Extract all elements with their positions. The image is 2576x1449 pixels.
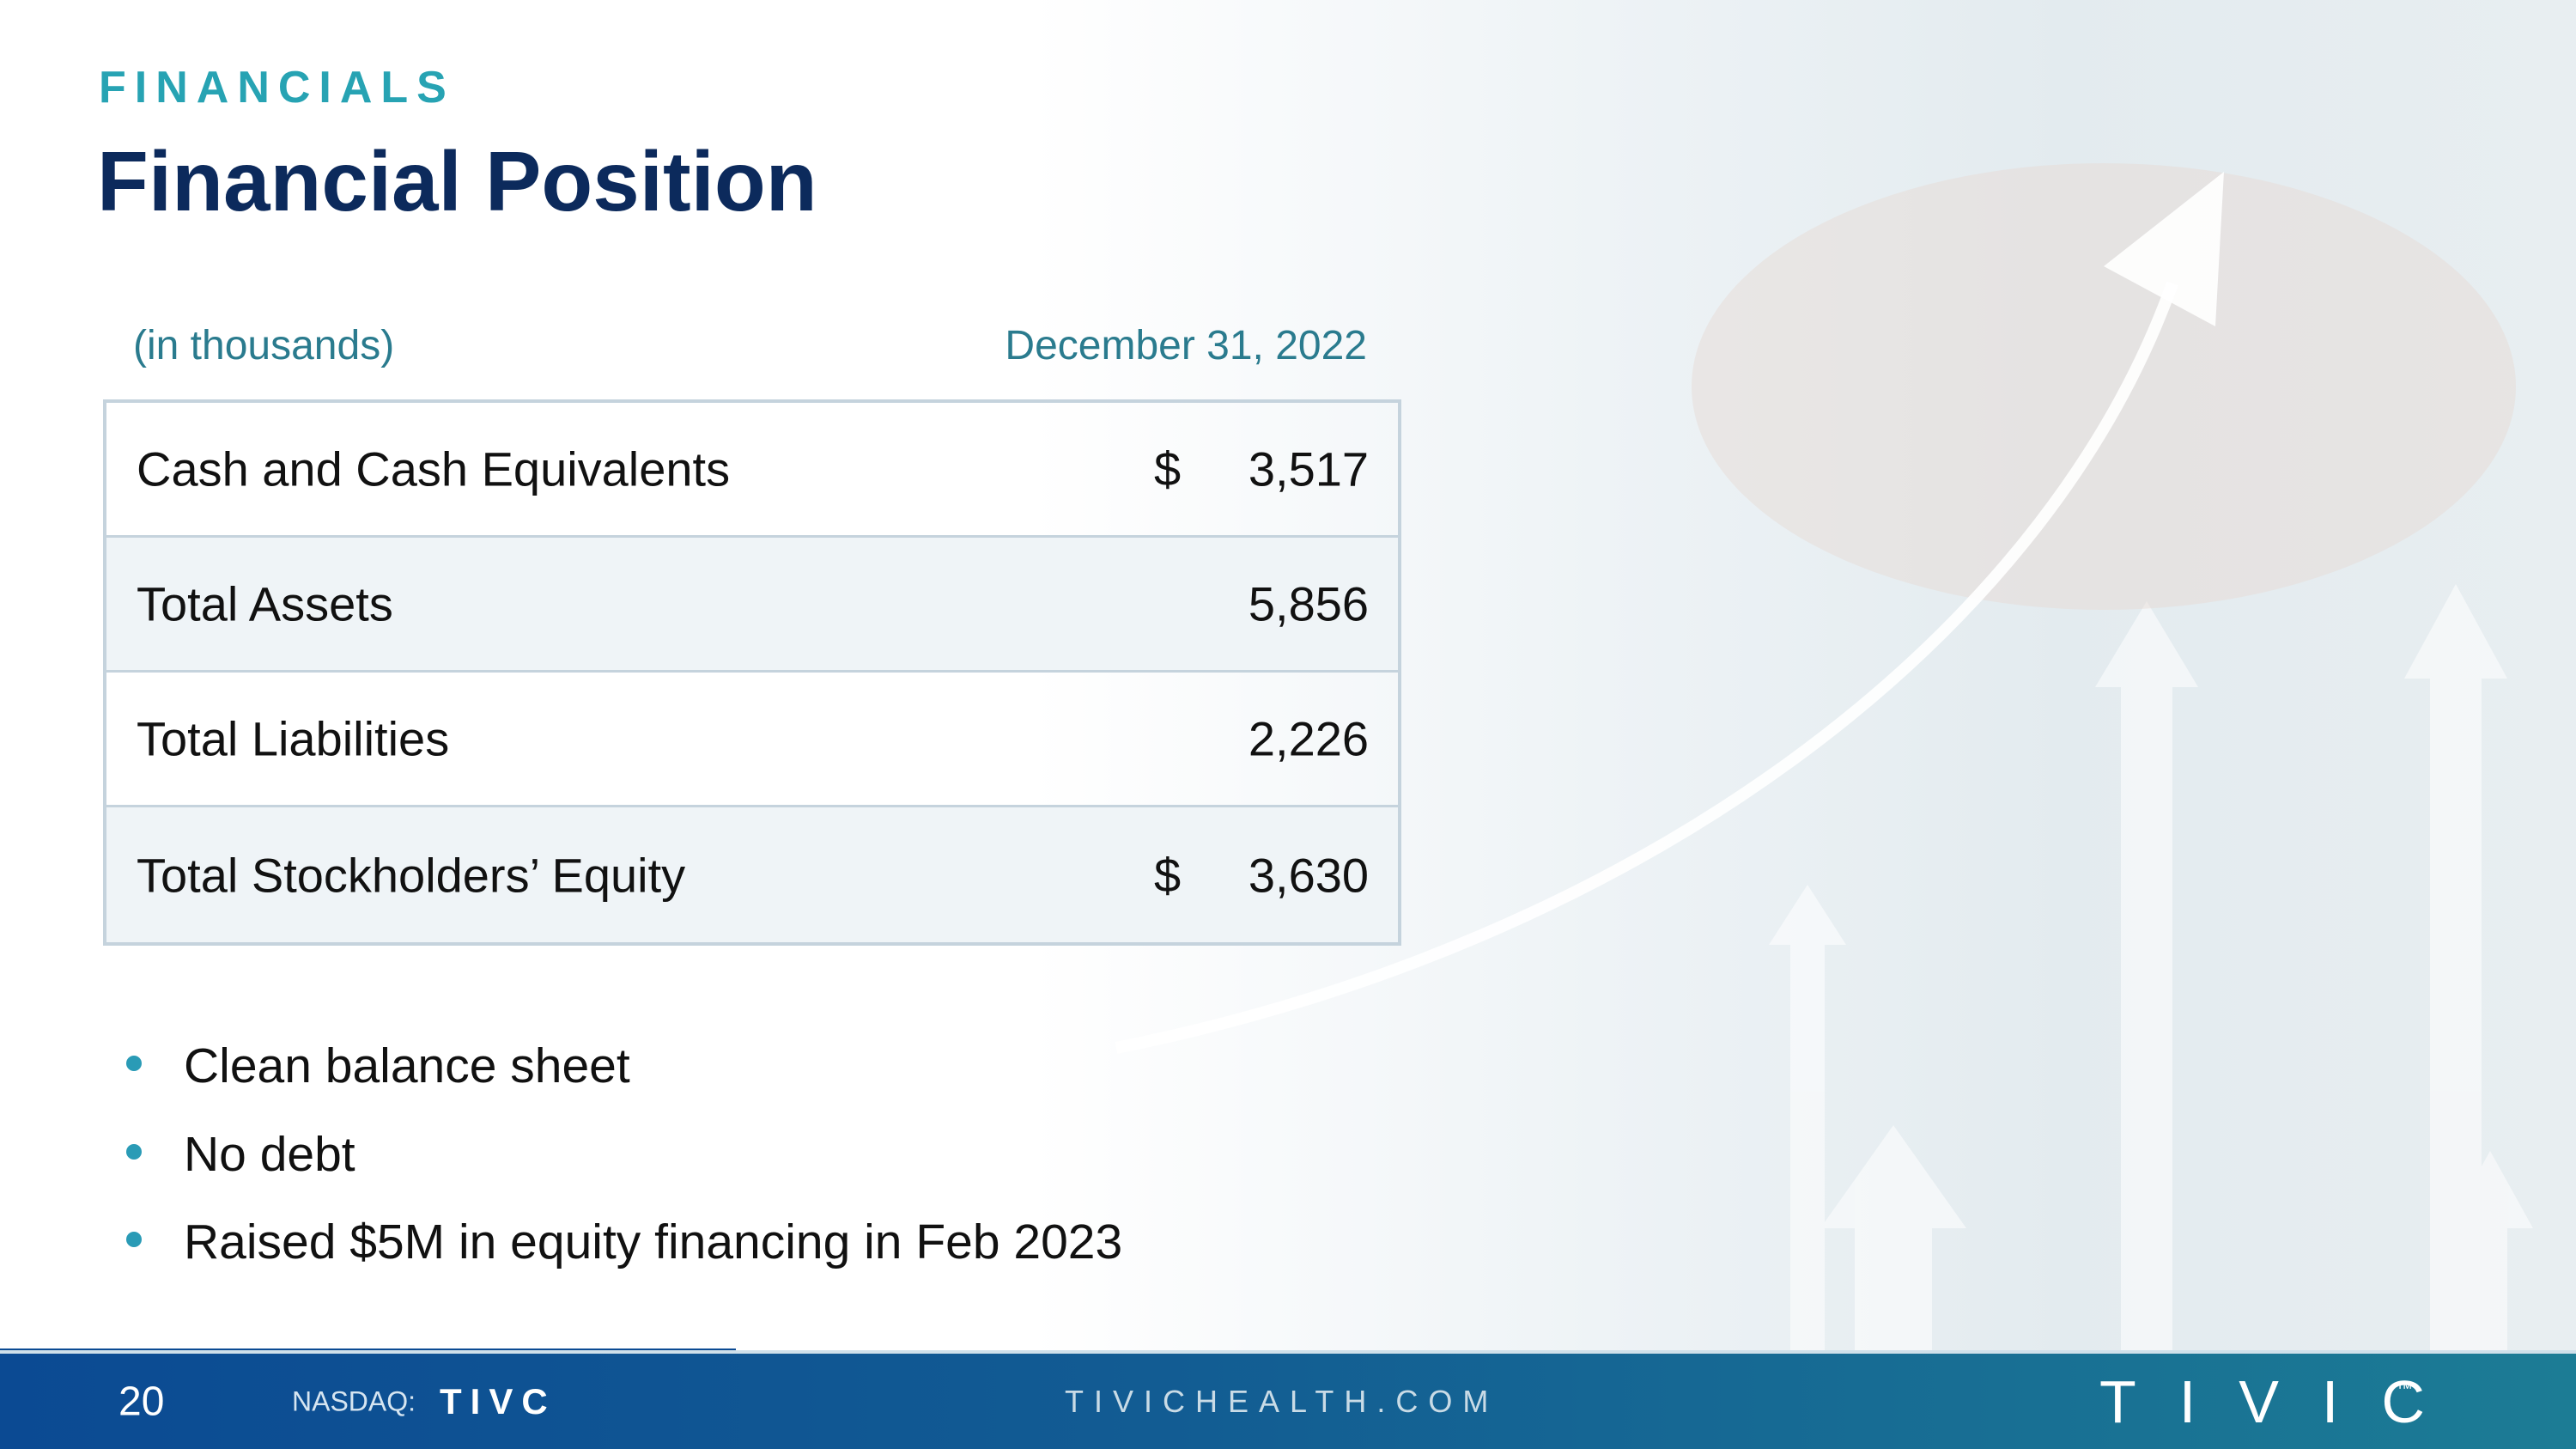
column-header: December 31, 2022 — [1005, 323, 1367, 368]
row-label: Total Assets — [137, 576, 393, 631]
bullet-text: No debt — [184, 1127, 355, 1182]
slide-title: Financial Position — [97, 134, 817, 228]
bullet-text: Raised $5M in equity financing in Feb 20… — [184, 1215, 1123, 1269]
table-row: Total Assets 5,856 — [106, 538, 1398, 673]
row-value: 3,517 — [1248, 441, 1369, 496]
bullet-dot — [126, 1144, 142, 1160]
currency: $ — [1154, 441, 1182, 496]
table-row: Total Stockholders’ Equity $3,630 — [106, 807, 1398, 942]
website: TIVICHEALTH.COM — [1065, 1383, 1499, 1419]
trademark: ™ — [2396, 1379, 2413, 1398]
unit-note: (in thousands) — [133, 323, 395, 368]
ticker: TIVC — [440, 1380, 556, 1422]
exchange: NASDAQ: — [292, 1385, 416, 1416]
table: Cash and Cash Equivalents $3,517 Total Ass… — [103, 399, 1401, 946]
bullet-dot — [126, 1056, 142, 1071]
row-value: 5,856 — [1248, 576, 1369, 631]
background-art — [1115, 163, 2533, 1350]
bullet-text: Clean balance sheet — [184, 1038, 630, 1093]
row-label: Cash and Cash Equivalents — [137, 441, 731, 496]
row-label: Total Stockholders’ Equity — [137, 848, 686, 902]
table-row: Total Liabilities 2,226 — [106, 673, 1398, 807]
kicker: FINANCIALS — [99, 63, 455, 113]
bullet-dot — [126, 1232, 142, 1247]
page-number: 20 — [118, 1379, 165, 1424]
row-value: 3,630 — [1248, 848, 1369, 902]
table-row: Cash and Cash Equivalents $3,517 — [106, 403, 1398, 538]
row-value: 2,226 — [1248, 711, 1369, 766]
row-label: Total Liabilities — [137, 711, 450, 766]
currency: $ — [1154, 848, 1182, 902]
footer: 20 NASDAQ: TIVC TIVICHEALTH.COM TIVIC ™ — [0, 1350, 2576, 1449]
logo: TIVIC — [2099, 1367, 2468, 1435]
